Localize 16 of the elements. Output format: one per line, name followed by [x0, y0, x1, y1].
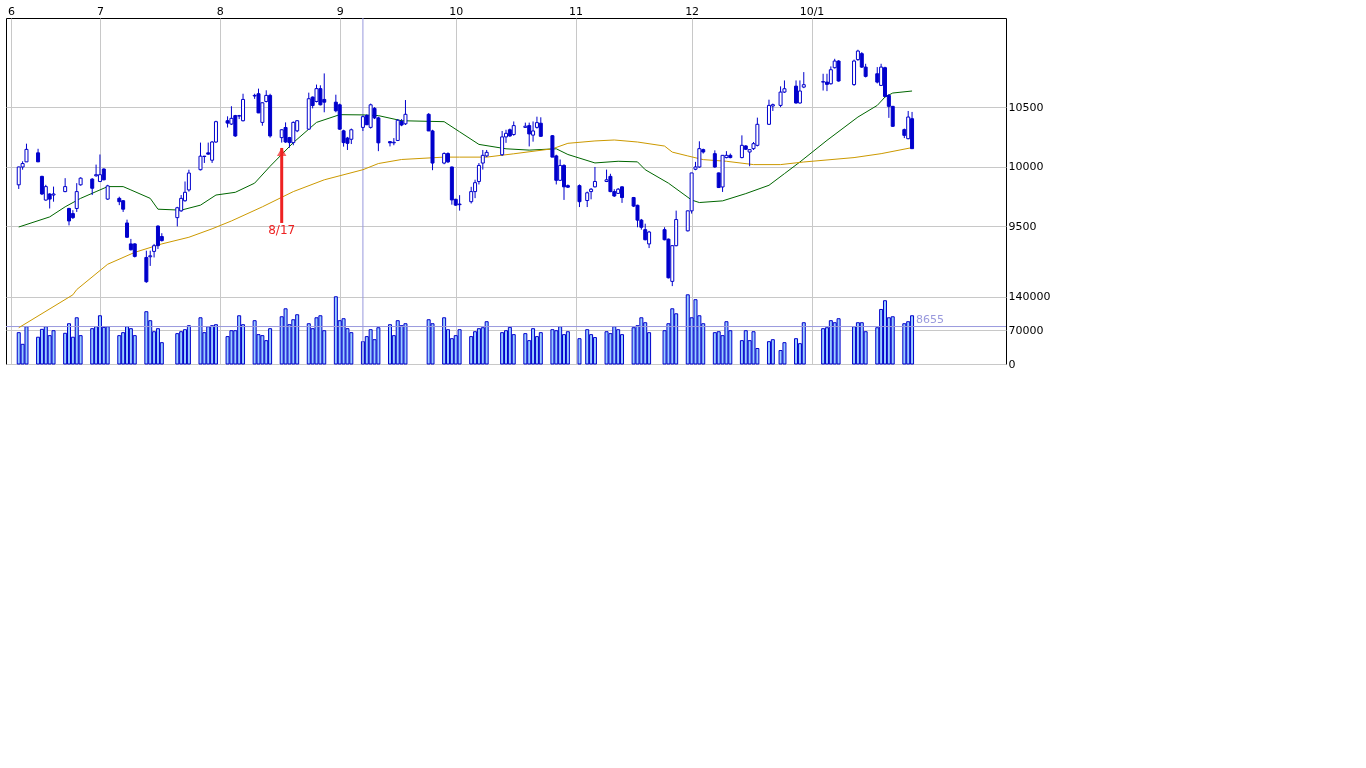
x-tick-label: 11 — [569, 4, 584, 18]
ref-line-label: 8655 — [916, 312, 944, 326]
y2-tick-label: 70000 — [1008, 323, 1044, 337]
x-tick-label: 9 — [336, 4, 344, 18]
y2-tick-label: 140000 — [1008, 290, 1051, 304]
x-tick-label: 10/1 — [799, 4, 825, 18]
annotation: 8/17 — [268, 222, 296, 237]
x-tick-label: 10 — [449, 4, 464, 18]
x-tick-label: 6 — [8, 4, 15, 18]
x-tick-label: 12 — [685, 4, 700, 18]
y2-tick-label: 0 — [1008, 357, 1016, 371]
x-tick-label: 8 — [216, 4, 224, 18]
y-tick-label: 9500 — [1008, 219, 1037, 233]
x-tick-label: 7 — [96, 4, 104, 18]
y-tick-label: 10000 — [1008, 160, 1044, 174]
y-tick-label: 10500 — [1008, 100, 1044, 114]
